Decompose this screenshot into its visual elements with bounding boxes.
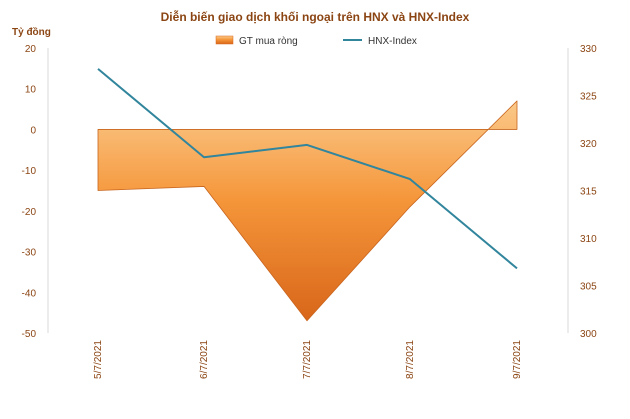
right-tick-label-5: 305 — [580, 282, 597, 293]
left-tick-label-1: 10 — [25, 85, 37, 96]
legend-label-line: HNX-Index — [368, 36, 417, 47]
chart-title: Diễn biến giao dịch khối ngoại trên HNX … — [161, 9, 470, 24]
left-tick-label-3: -10 — [22, 166, 37, 177]
index-line-layer — [97, 68, 518, 270]
left-tick-label-7: -50 — [22, 329, 37, 340]
x-tick-label-1: 6/7/2021 — [199, 340, 210, 379]
legend: GT mua ròng HNX-Index — [215, 35, 417, 47]
x-tick-label-4: 9/7/2021 — [512, 340, 523, 379]
right-tick-label-1: 325 — [580, 92, 597, 103]
x-tick-label-3: 8/7/2021 — [405, 340, 416, 379]
plot-area — [97, 100, 518, 322]
left-tick-label-5: -30 — [22, 248, 37, 259]
left-tick-label-2: 0 — [30, 125, 36, 136]
legend-swatch-area — [215, 35, 234, 45]
right-tick-label-0: 330 — [580, 44, 597, 55]
x-tick-label-0: 5/7/2021 — [93, 340, 104, 379]
right-tick-label-4: 310 — [580, 234, 597, 245]
x-tick-label-2: 7/7/2021 — [302, 340, 313, 379]
left-tick-label-4: -20 — [22, 207, 37, 218]
left-tick-label-0: 20 — [25, 44, 37, 55]
right-axis-ticks: 330 325 320 315 310 305 300 — [580, 44, 597, 340]
right-tick-label-2: 320 — [580, 139, 597, 150]
right-tick-label-3: 315 — [580, 187, 597, 198]
x-axis-ticks: 5/7/2021 6/7/2021 7/7/2021 8/7/2021 9/7/2021 — [93, 340, 523, 379]
right-tick-label-6: 300 — [580, 329, 597, 340]
left-tick-label-6: -40 — [22, 288, 37, 299]
hnx-index-line — [97, 68, 518, 270]
left-axis-ticks: 20 10 0 -10 -20 -30 -40 -50 — [22, 44, 37, 340]
legend-label-area: GT mua ròng — [239, 36, 298, 47]
left-axis-unit: Tỷ đồng — [12, 26, 51, 38]
net-buy-area — [97, 100, 518, 322]
